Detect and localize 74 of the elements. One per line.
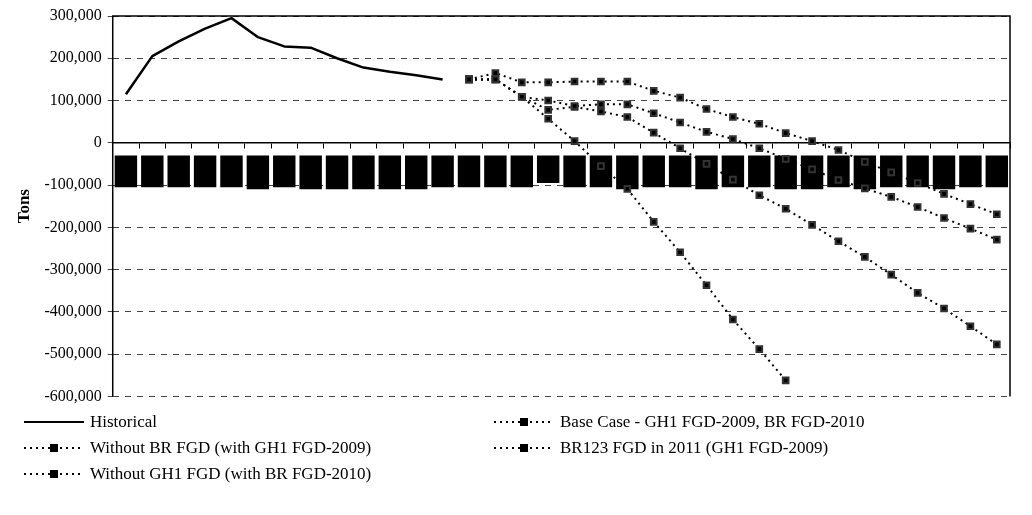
point [597,100,605,109]
point [913,203,922,211]
point [676,93,684,102]
point [834,237,843,246]
y-tick-label: 200,000 [49,48,102,66]
point [940,190,948,198]
point [676,248,684,257]
point [729,135,737,143]
point [940,214,948,222]
point [729,113,737,121]
y-tick-label: 300,000 [49,6,102,24]
point [755,191,764,200]
y-tick-label: 100,000 [49,90,102,108]
point [781,376,790,385]
point [940,304,948,313]
legend-label: Historical [90,412,158,432]
point [597,162,605,170]
point [702,127,711,136]
point [966,322,975,331]
point [649,218,658,226]
point [597,77,605,86]
point [729,315,737,324]
point [781,129,790,137]
point [676,118,684,127]
point [517,78,526,87]
point [992,235,1001,244]
point [623,185,632,193]
point [649,109,658,118]
legend-label: Without BR FGD (with GH1 FGD-2009) [90,438,372,458]
point [887,193,896,201]
y-axis-title: Tons [13,188,33,224]
point [544,114,552,123]
y-tick-label: -500,000 [44,344,102,362]
point [913,179,922,187]
point [649,86,658,95]
point [623,113,632,121]
y-tick-label: -200,000 [44,217,102,235]
point [755,119,764,128]
y-tick-label: -100,000 [44,175,102,193]
y-tick-label: -300,000 [44,259,102,277]
point [755,144,764,153]
y-tick-label: -600,000 [44,386,102,404]
point [887,270,896,279]
point [966,200,975,208]
point [781,204,790,213]
y-tick-label: -400,000 [44,302,102,320]
point [491,69,500,77]
point [808,137,816,145]
point [834,146,843,154]
point [649,128,658,137]
point [861,184,869,193]
point [729,175,737,184]
y-tick-label: 0 [93,133,102,150]
point [544,96,552,105]
point [544,78,552,87]
point [702,281,711,290]
point [755,345,764,353]
point [861,253,869,261]
point [781,155,790,163]
point [702,160,711,168]
point [992,210,1001,219]
point [913,289,922,297]
legend-label: BR123 FGD in 2011 (GH1 FGD-2009) [560,438,829,458]
point [992,340,1001,349]
point [597,107,605,116]
point [702,105,711,113]
legend-label: Without GH1 FGD (with BR FGD-2010) [90,464,372,484]
point [861,157,869,166]
point [808,220,816,229]
point [676,144,684,153]
point [544,106,552,114]
point [570,137,579,145]
point [834,176,843,184]
legend-label: Base Case - GH1 FGD-2009, BR FGD-2010 [560,412,865,432]
